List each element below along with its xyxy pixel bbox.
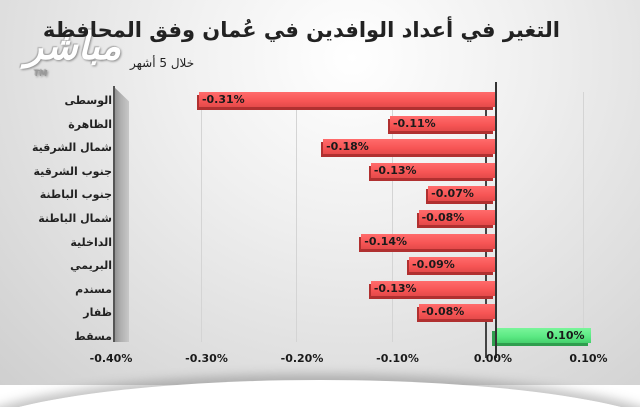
x-tick-label: -0.10%	[376, 352, 419, 365]
chart-subtitle: خلال 5 أشهر	[130, 56, 195, 70]
category-label: جنوب الشرقية	[33, 164, 113, 178]
bar: -0.08%	[418, 304, 495, 320]
bar: 0.10%	[495, 328, 591, 343]
gridline	[391, 92, 393, 342]
x-tick-label: -0.40%	[89, 352, 133, 365]
zero-axis-line	[495, 82, 497, 358]
category-label: الوسطى	[64, 94, 112, 107]
bar: -0.18%	[323, 139, 495, 155]
category-label: ظفار	[83, 306, 112, 320]
bar-value-label: -0.18%	[326, 140, 369, 154]
bar-value-label: -0.09%	[412, 258, 455, 272]
bar: -0.07%	[428, 186, 495, 202]
bar: -0.08%	[418, 210, 495, 225]
bar-value-label: -0.31%	[201, 93, 245, 106]
category-label: مسقط	[74, 330, 112, 343]
chart-panel	[0, 0, 640, 385]
bar: -0.11%	[389, 115, 495, 131]
bar-value-label: -0.13%	[373, 281, 417, 295]
category-label: شمال الشرقية	[32, 141, 112, 155]
category-label: البريمي	[70, 259, 112, 273]
bar-value-label: -0.08%	[421, 211, 465, 224]
x-tick-label: -0.30%	[185, 352, 228, 365]
trademark-mark: TM	[34, 69, 48, 78]
bar: -0.09%	[409, 257, 495, 273]
category-label: شمال الباطنة	[38, 212, 112, 225]
category-label: الظاهرة	[68, 117, 112, 131]
bar: -0.14%	[361, 233, 495, 249]
bar-value-label: -0.11%	[392, 116, 436, 130]
gridline	[296, 92, 297, 342]
bar: -0.13%	[370, 162, 495, 178]
x-tick-label: -0.20%	[280, 352, 324, 365]
x-tick-label: 0.00%	[473, 352, 513, 365]
bar: -0.13%	[370, 280, 495, 296]
bar-value-label: -0.13%	[373, 163, 417, 177]
bar: -0.31%	[198, 92, 495, 107]
chart-title: التغير في أعداد الوافدين في عُمان وفق ال…	[42, 18, 560, 42]
category-label: جنوب الباطنة	[39, 188, 112, 202]
gridline	[200, 92, 202, 342]
zero-axis-back	[485, 92, 487, 358]
bar-value-label: -0.14%	[364, 234, 408, 248]
category-label: مسندم	[75, 282, 112, 296]
logo-text: مباشر	[24, 23, 122, 68]
x-axis: -0.40% -0.30% -0.20% -0.10% 0.00% 0.10%	[0, 352, 640, 368]
chart-left-wall-edge	[113, 86, 115, 342]
bar-value-label: -0.07%	[431, 187, 474, 201]
bar-value-label: -0.08%	[421, 305, 465, 319]
category-label: الداخلية	[70, 235, 112, 249]
mubasher-logo: مباشر TM	[18, 18, 128, 78]
bar-value-label: 0.10%	[546, 329, 585, 342]
x-tick-label: 0.10%	[569, 352, 608, 365]
gridline	[582, 92, 584, 342]
chart-left-wall	[113, 86, 129, 342]
